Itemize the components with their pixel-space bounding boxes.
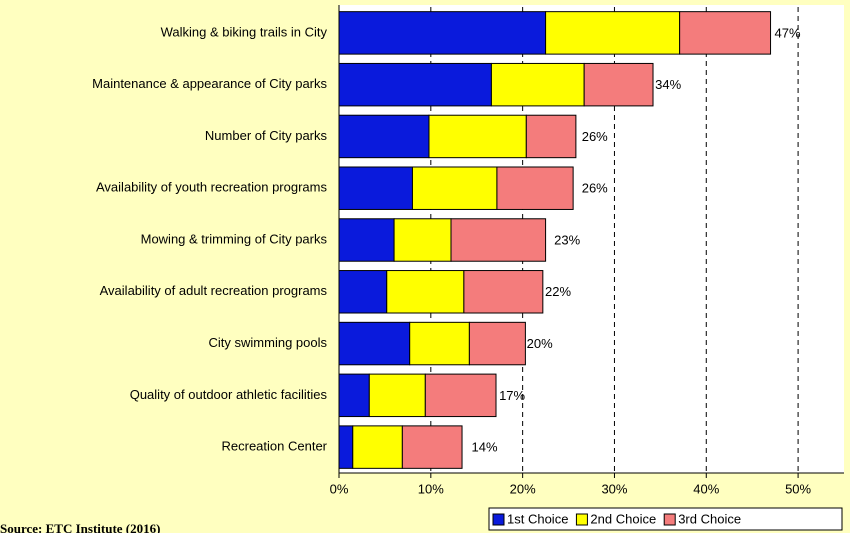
y-tick-label: Quality of outdoor athletic facilities <box>130 387 328 402</box>
total-label: 26% <box>582 129 608 144</box>
x-tick-label: 30% <box>601 481 627 496</box>
bar-segment <box>468 321 526 366</box>
total-label: 47% <box>775 25 801 40</box>
bar-segment <box>496 166 574 210</box>
bar-segment <box>679 11 772 55</box>
total-label: 34% <box>655 77 681 92</box>
bar-segment <box>463 270 544 314</box>
total-label: 14% <box>472 440 498 455</box>
bar-segment <box>545 11 681 55</box>
bar-segment <box>525 114 577 159</box>
source: Source: ETC Institute (2016) <box>0 521 160 533</box>
x-tick-label: 50% <box>785 481 811 496</box>
bar-segment <box>338 270 388 314</box>
x-tick-label: 10% <box>418 481 444 496</box>
y-tick-label: Maintenance & appearance of City parks <box>92 76 327 91</box>
bar-segment <box>338 373 370 418</box>
total-label: 26% <box>582 181 608 196</box>
bar-segment <box>428 114 527 159</box>
bar-segment <box>338 321 411 366</box>
legend-swatch <box>663 513 676 526</box>
bar-segment <box>338 11 547 55</box>
legend-label: 2nd Choice <box>590 511 656 526</box>
legend-swatch <box>492 513 505 526</box>
y-tick-label: Walking & biking trails in City <box>161 24 328 39</box>
x-tick-label: 40% <box>693 481 719 496</box>
bar-segment <box>368 373 426 418</box>
bar-segment <box>386 270 465 314</box>
bar-segment <box>393 218 452 262</box>
x-tick-label: 20% <box>510 481 536 496</box>
bar-segment <box>401 425 463 469</box>
y-tick-label: Mowing & trimming of City parks <box>141 231 328 246</box>
total-label: 23% <box>554 232 580 247</box>
bar-segment <box>424 373 497 418</box>
bar-segment <box>338 62 492 107</box>
bar-segment <box>338 425 354 469</box>
y-tick-label: Availability of adult recreation program… <box>100 283 328 298</box>
bar-segment <box>490 62 585 107</box>
legend-label: 3rd Choice <box>678 511 741 526</box>
x-tick-label: 0% <box>330 481 349 496</box>
total-label: 17% <box>499 388 525 403</box>
bar-segment <box>411 166 498 210</box>
bar-segment <box>338 166 413 210</box>
bar-segment <box>450 218 547 262</box>
total-label: 22% <box>545 284 571 299</box>
y-tick-label: City swimming pools <box>209 335 328 350</box>
y-tick-label: Recreation Center <box>222 439 328 454</box>
y-tick-label: Availability of youth recreation program… <box>96 180 327 195</box>
y-tick-label: Number of City parks <box>205 128 328 143</box>
bar-segment <box>352 425 403 469</box>
legend-label: 1st Choice <box>507 511 568 526</box>
legend-swatch <box>575 513 588 526</box>
bar-segment <box>583 62 654 107</box>
bar-segment <box>409 321 470 366</box>
bar-segment <box>338 114 430 159</box>
total-label: 20% <box>527 336 553 351</box>
bar-segment <box>338 218 395 262</box>
